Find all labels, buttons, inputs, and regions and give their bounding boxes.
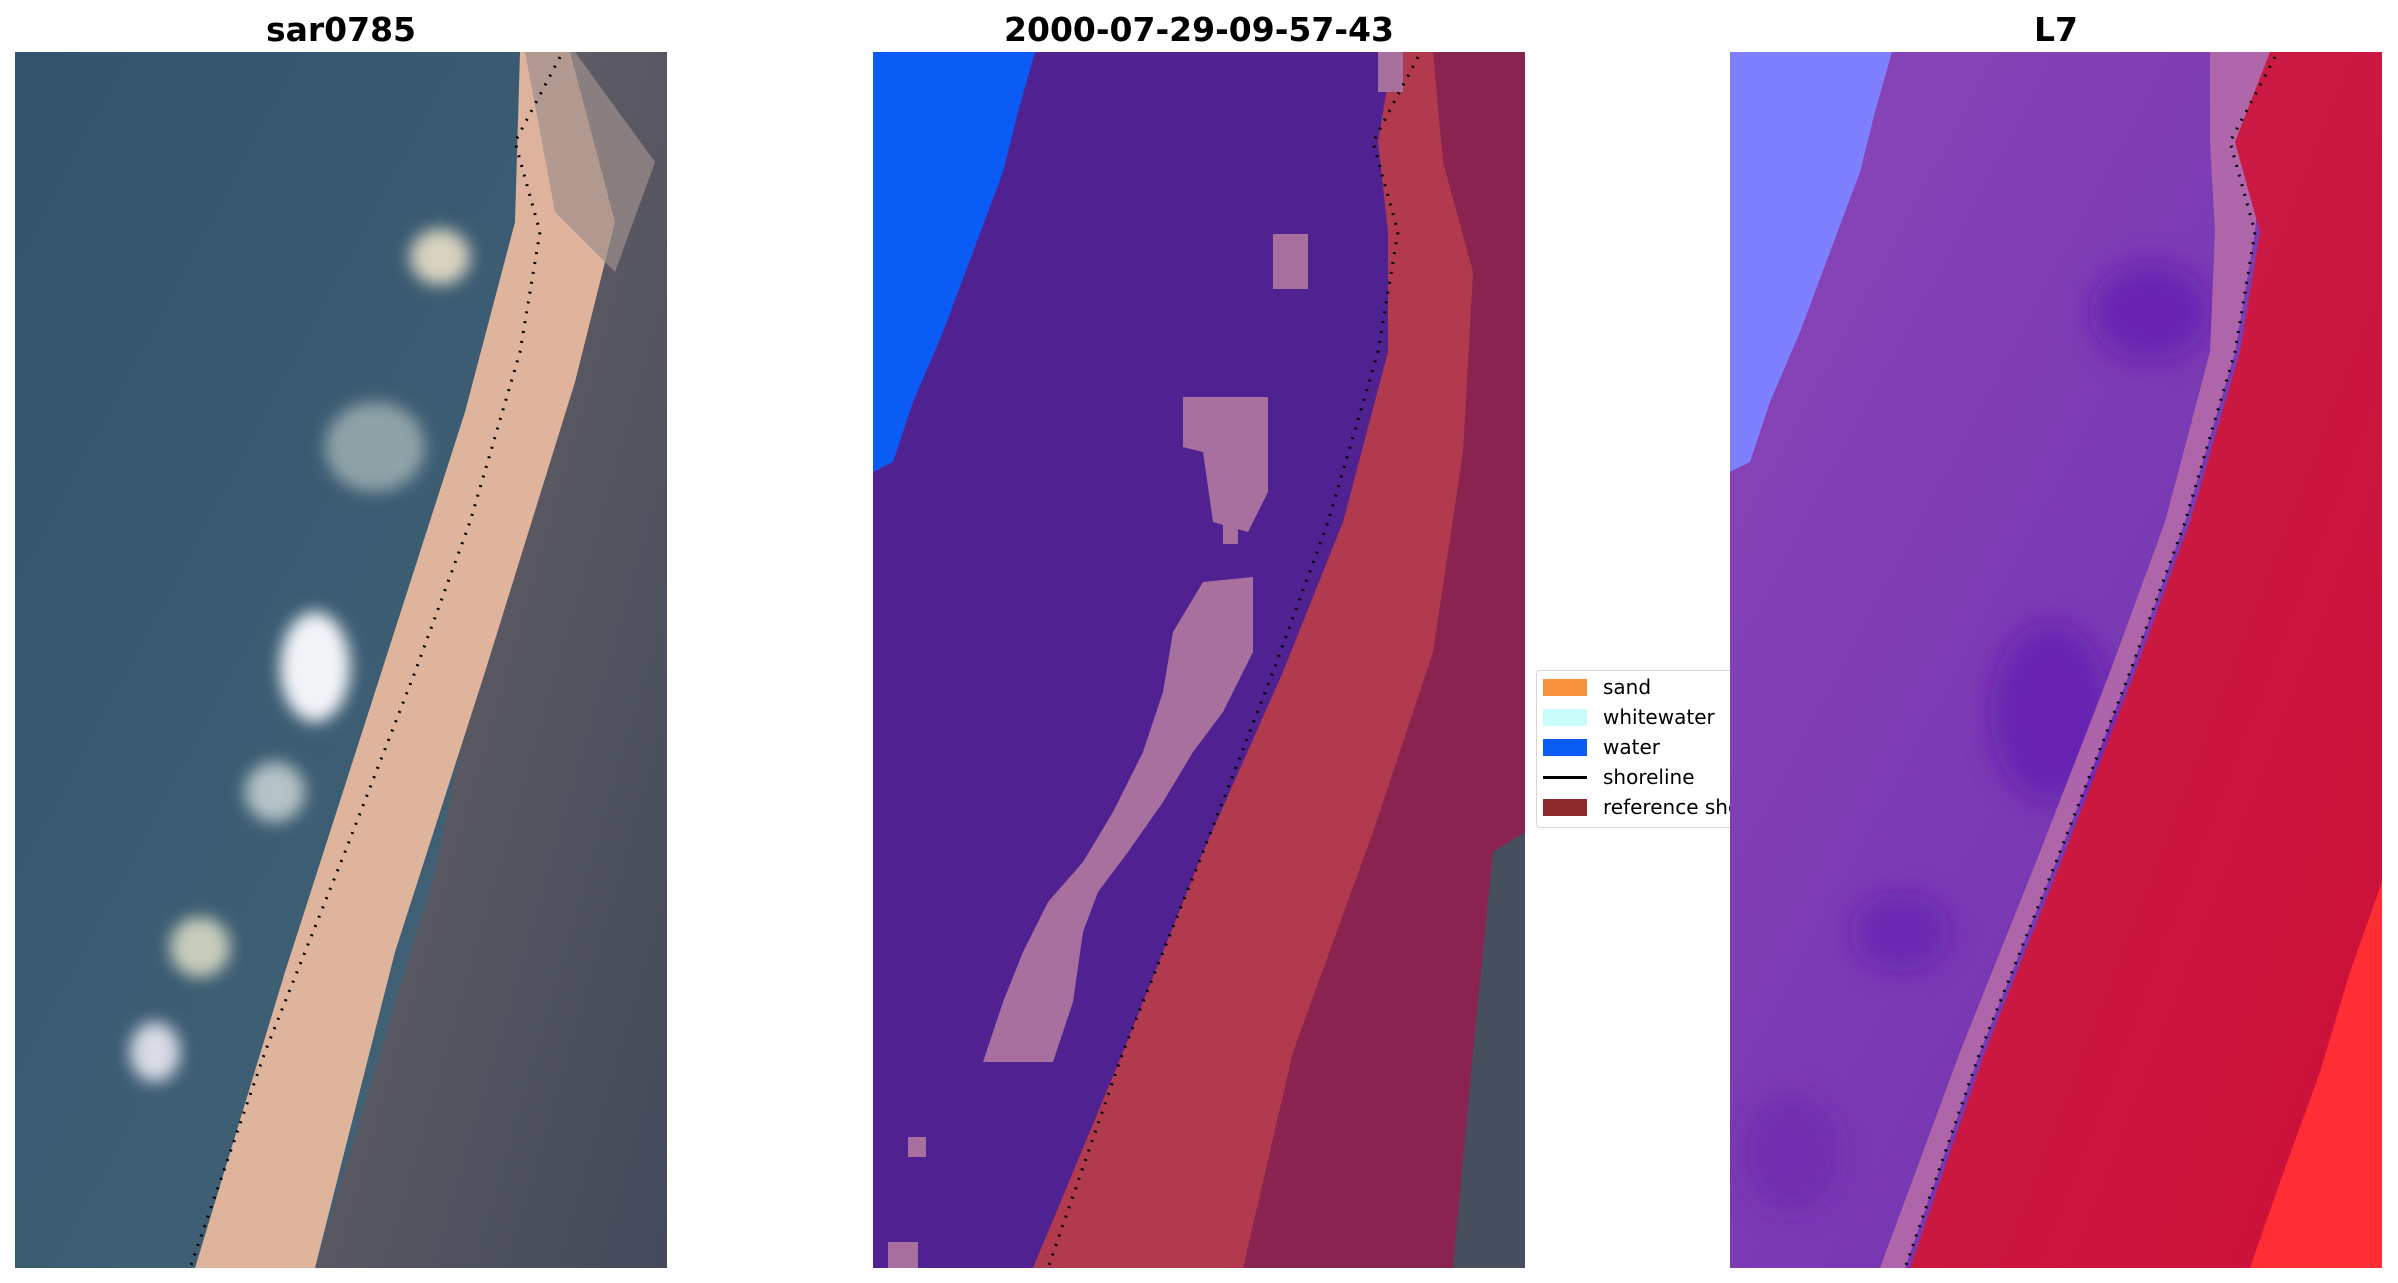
legend-label: water [1603, 735, 1660, 759]
legend-label: shoreline [1603, 765, 1695, 789]
panel-title-rgb: sar0785 [265, 10, 417, 49]
rgb-satellite-image [15, 52, 667, 1268]
dune-class-area [1243, 52, 1525, 1268]
legend-item-sand: sand [1543, 675, 1651, 699]
legend-swatch-water [1543, 738, 1587, 756]
legend-item-reference-shoreline: reference shoreline [1543, 795, 1732, 819]
rgb-image-panel [15, 52, 667, 1268]
legend-swatch-reference-shoreline [1543, 798, 1587, 816]
index-image-panel [1730, 52, 2382, 1268]
surf-foam [130, 229, 470, 1082]
legend-label: whitewater [1603, 705, 1715, 729]
legend-line-shoreline [1543, 775, 1587, 779]
legend-item-whitewater: whitewater [1543, 705, 1715, 729]
beach-strip [195, 52, 615, 1268]
index-image [1730, 52, 2382, 1268]
legend-item-shoreline: shoreline [1543, 765, 1695, 789]
legend-swatch-sand [1543, 678, 1587, 696]
classification-map [873, 52, 1525, 1268]
water-class-area [873, 52, 1035, 472]
high-index-area [2250, 882, 2382, 1268]
classification-panel [873, 52, 1525, 1268]
legend-swatch-whitewater [1543, 708, 1587, 726]
panel-title-classification: 2000-07-29-09-57-43 [1004, 10, 1394, 49]
legend-label: reference shoreline [1603, 795, 1732, 819]
legend: sand whitewater water shoreline referenc… [1536, 670, 1732, 828]
foam-class-patches [888, 52, 1403, 1268]
legend-label: sand [1603, 675, 1652, 699]
panel-title-index: L7 [2034, 10, 2078, 49]
legend-item-water: water [1543, 735, 1660, 759]
open-water-area [1730, 52, 1892, 472]
land-index-area [1910, 52, 2382, 1268]
